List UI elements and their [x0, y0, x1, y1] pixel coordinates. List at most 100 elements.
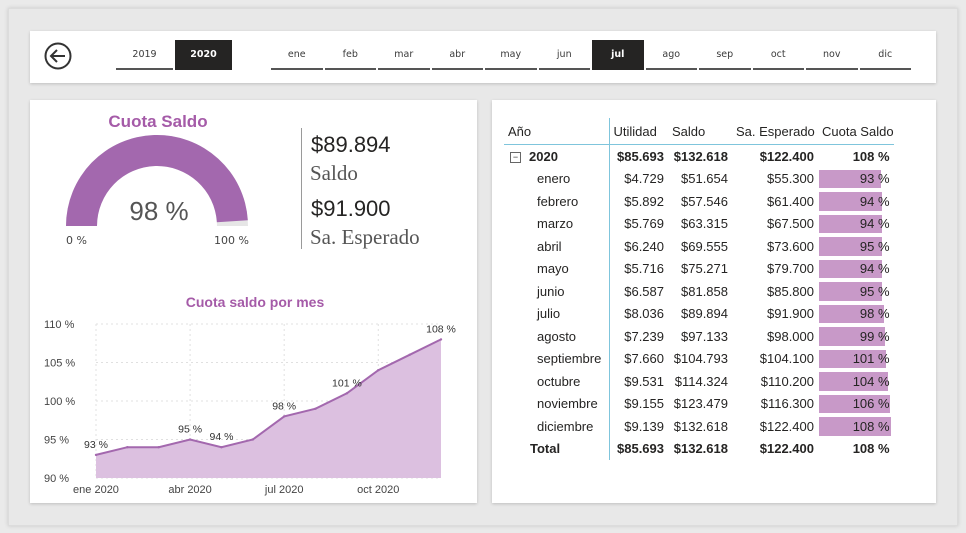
row-cuota-cell: 104 % — [818, 370, 894, 393]
header-cuota-saldo[interactable]: Cuota Saldo — [822, 123, 894, 139]
data-point — [126, 446, 129, 449]
year-option-2020[interactable]: 2020 — [175, 40, 232, 70]
row-esperado: $98.000 — [767, 328, 814, 344]
row-cuota: 95 % — [859, 238, 890, 254]
month-option-jun[interactable]: jun — [538, 40, 590, 70]
back-arrow-icon[interactable] — [44, 42, 72, 70]
row-utilidad: $9.139 — [608, 415, 668, 438]
total-utilidad: $85.693 — [608, 437, 668, 460]
total-label: Total — [530, 441, 561, 457]
table-row: abril $6.240 $69.555 $73.600 95 % — [504, 235, 894, 258]
month-option-mar[interactable]: mar — [378, 40, 430, 70]
row-utilidad: $4.729 — [608, 167, 668, 190]
table-row: noviembre $9.155 $123.479 $116.300 106 % — [504, 392, 894, 416]
kpi-esperado-label: Sa. Esperado — [310, 225, 420, 249]
data-label: 94 % — [209, 431, 233, 443]
data-point — [408, 353, 411, 356]
month-option-dic[interactable]: dic — [859, 40, 911, 70]
matrix-table: Año Utilidad Saldo Sa. Esperado Cuota Sa… — [504, 118, 894, 460]
row-saldo: $104.793 — [673, 351, 728, 367]
gauge-fill — [66, 135, 248, 226]
row-cuota: 94 % — [859, 193, 890, 209]
row-utilidad: $5.892 — [608, 190, 668, 213]
kpi-saldo-label: Saldo — [310, 161, 358, 185]
data-label: 101 % — [332, 377, 362, 389]
row-cuota-cell: 93 % — [818, 168, 894, 191]
row-cuota-cell: 101 % — [818, 348, 894, 371]
row-cuota: 95 % — [859, 283, 890, 299]
row-month: abril — [537, 238, 562, 254]
y-tick-label: 110 % — [44, 319, 75, 331]
data-point — [251, 438, 255, 441]
row-cuota-cell: 98 % — [818, 303, 894, 326]
row-cuota: 104 % — [852, 373, 890, 389]
row-esperado: $79.700 — [767, 261, 814, 277]
gauge-max-label: 100 % — [214, 234, 249, 247]
year-saldo: $132.618 — [673, 148, 728, 164]
row-saldo: $123.479 — [673, 396, 728, 412]
month-option-jul[interactable]: jul — [592, 40, 644, 70]
month-option-nov[interactable]: nov — [806, 40, 858, 70]
y-tick-label: 105 % — [44, 358, 75, 370]
gauge-title: Cuota Saldo — [108, 112, 208, 131]
data-bar — [819, 349, 887, 368]
row-utilidad: $7.239 — [608, 325, 668, 348]
year-utilidad: $85.693 — [608, 144, 668, 168]
data-bar — [819, 214, 882, 233]
header-utilidad[interactable]: Utilidad — [608, 118, 668, 145]
x-tick-label: oct 2020 — [357, 484, 399, 496]
data-bar — [819, 169, 881, 188]
month-option-feb[interactable]: feb — [324, 40, 376, 70]
year-esperado: $122.400 — [759, 148, 814, 164]
month-option-ago[interactable]: ago — [645, 40, 697, 70]
row-saldo: $97.133 — [681, 328, 728, 344]
row-saldo: $132.618 — [673, 418, 728, 434]
month-option-sep[interactable]: sep — [699, 40, 751, 70]
row-cuota-cell: 108 % — [818, 415, 894, 438]
row-esperado: $116.300 — [760, 396, 814, 412]
row-cuota: 98 % — [859, 306, 890, 322]
row-utilidad: $6.240 — [608, 235, 668, 258]
slicer-bar: 2019 2020 ene feb mar abr may jun jul ago sep oct n… — [30, 31, 936, 83]
row-month: julio — [537, 306, 561, 322]
table-row: agosto $7.239 $97.133 $98.000 99 % — [504, 325, 894, 348]
row-cuota-cell: 95 % — [818, 280, 894, 303]
row-cuota: 94 % — [859, 261, 890, 277]
header-sa-esperado[interactable]: Sa. Esperado — [736, 123, 815, 139]
data-bar — [819, 259, 882, 278]
table-year-row: −2020 $85.693 $132.618 $122.400 108 % — [504, 144, 894, 168]
month-option-ene[interactable]: ene — [271, 40, 323, 70]
data-bar — [819, 304, 885, 323]
row-cuota-cell: 106 % — [818, 393, 894, 416]
gauge-min-label: 0 % — [66, 234, 87, 247]
y-tick-label: 95 % — [44, 435, 69, 447]
total-esperado: $122.400 — [759, 441, 814, 457]
data-bar — [819, 417, 891, 436]
month-option-may[interactable]: may — [485, 40, 537, 70]
row-utilidad: $8.036 — [608, 302, 668, 325]
row-month: marzo — [537, 216, 574, 232]
header-ano[interactable]: Año — [508, 123, 532, 139]
row-utilidad: $9.531 — [608, 370, 668, 393]
header-saldo[interactable]: Saldo — [672, 123, 706, 139]
year-option-2019[interactable]: 2019 — [116, 40, 173, 70]
row-cuota-cell: 94 % — [818, 213, 894, 236]
x-tick-label: jul 2020 — [264, 484, 304, 496]
row-esperado: $122.400 — [759, 418, 814, 434]
gauge-chart — [66, 135, 248, 226]
month-option-oct[interactable]: oct — [752, 40, 804, 70]
data-label: 98 % — [272, 400, 296, 412]
total-saldo: $132.618 — [673, 441, 728, 457]
x-tick-label: abr 2020 — [168, 484, 211, 496]
y-tick-label: 90 % — [44, 473, 69, 485]
table-row: enero $4.729 $51.654 $55.300 93 % — [504, 167, 894, 191]
row-esperado: $61.400 — [767, 193, 814, 209]
data-bar — [819, 282, 883, 301]
data-label: 95 % — [178, 424, 202, 436]
row-month: noviembre — [537, 396, 598, 412]
minus-box-icon[interactable]: − — [510, 151, 521, 163]
data-point — [157, 446, 160, 449]
month-option-abr[interactable]: abr — [431, 40, 483, 70]
table-header-row: Año Utilidad Saldo Sa. Esperado Cuota Sa… — [504, 118, 894, 145]
table-row: septiembre $7.660 $104.793 $104.100 101 % — [504, 347, 894, 371]
